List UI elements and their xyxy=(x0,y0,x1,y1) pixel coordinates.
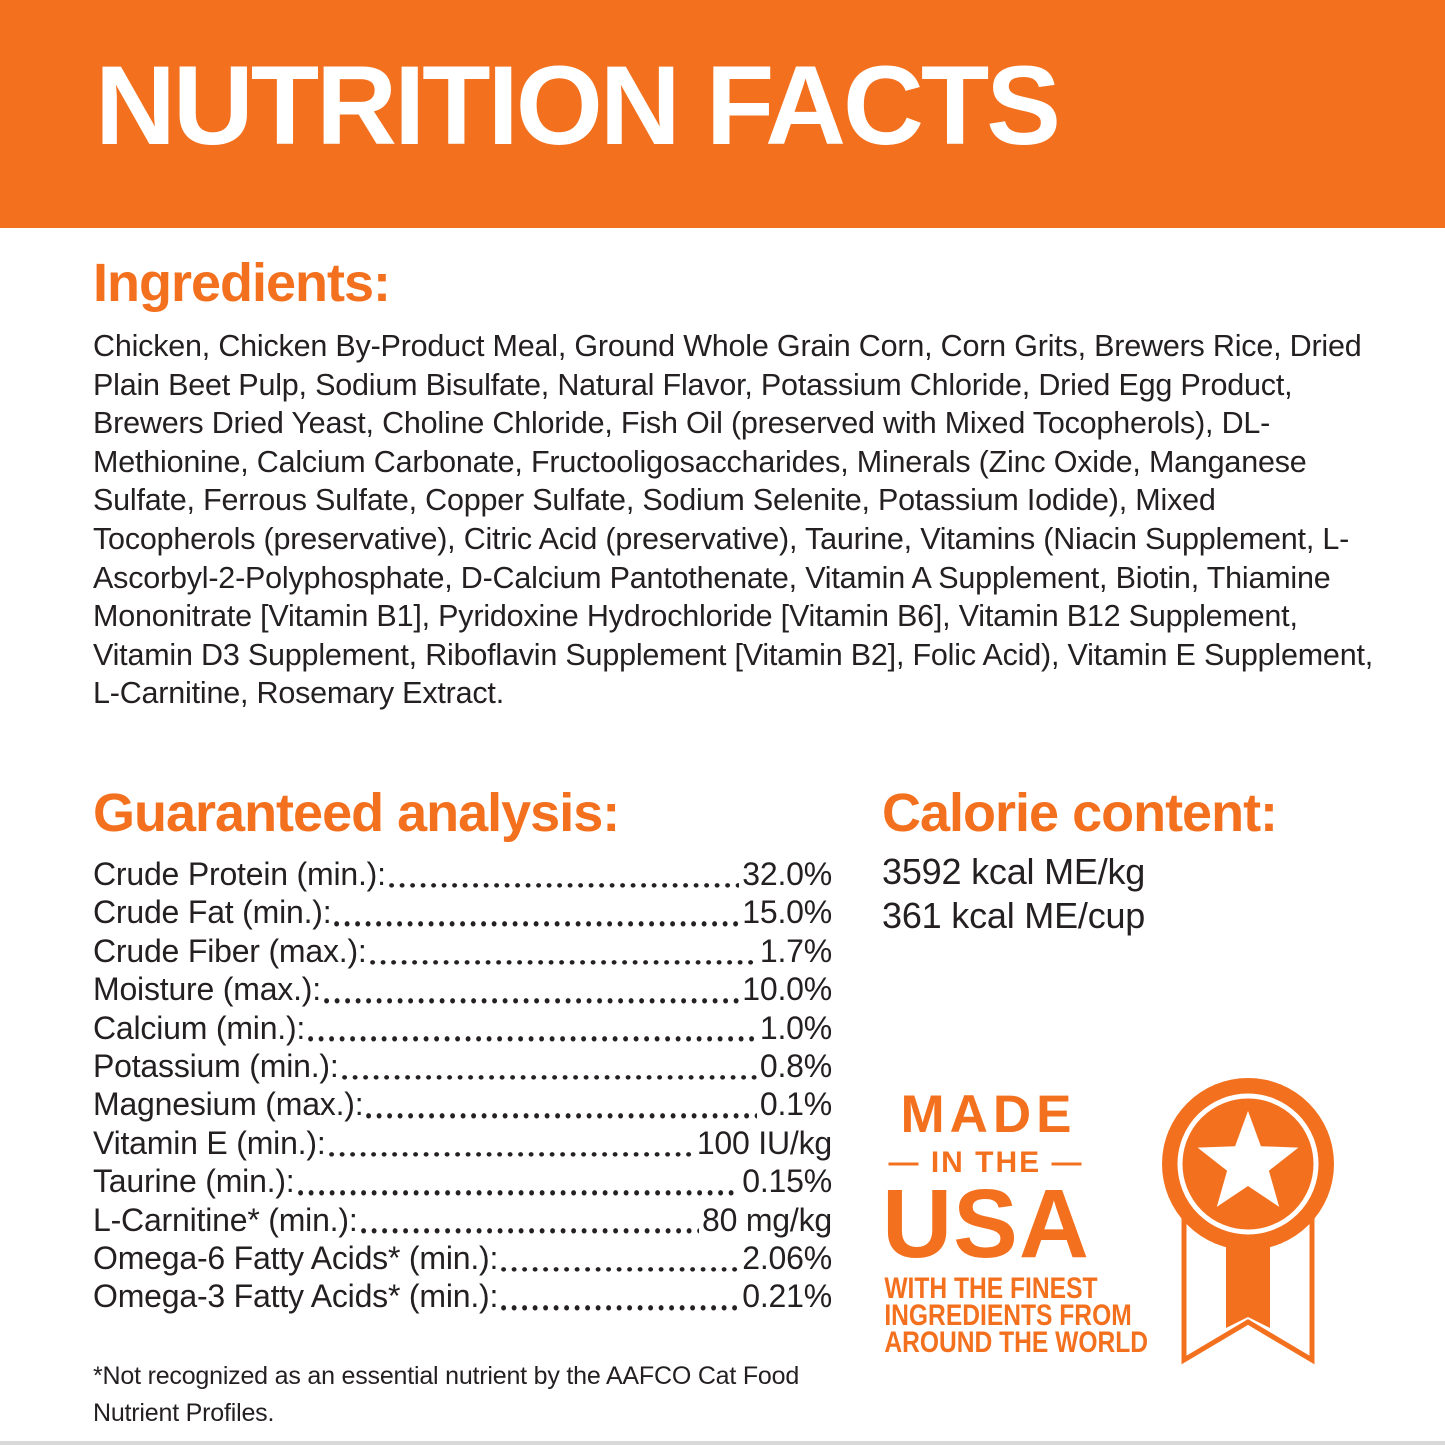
analysis-row: Omega-3 Fatty Acids* (min.): 0.21% xyxy=(93,1278,832,1316)
analysis-row: L-Carnitine* (min.): 80 mg/kg xyxy=(93,1202,832,1240)
analysis-value: 0.1% xyxy=(759,1086,832,1123)
dot-leader xyxy=(501,1302,740,1311)
analysis-value: 10.0% xyxy=(742,971,832,1008)
guaranteed-analysis-heading: Guaranteed analysis: xyxy=(93,783,620,843)
dot-leader xyxy=(308,1033,757,1042)
analysis-row: Vitamin E (min.): 100 IU/kg xyxy=(93,1125,832,1163)
analysis-value: 1.0% xyxy=(759,1009,832,1046)
dot-leader xyxy=(334,918,740,927)
page-title: NUTRITION FACTS xyxy=(95,43,1061,168)
dot-leader xyxy=(328,1149,694,1158)
analysis-label: Calcium (min.): xyxy=(93,1009,306,1046)
analysis-row: Calcium (min.): 1.0% xyxy=(93,1010,832,1048)
analysis-label: Magnesium (max.): xyxy=(93,1086,364,1123)
header-banner: NUTRITION FACTS xyxy=(0,0,1445,228)
badge-usa-line: USA xyxy=(882,1169,1090,1278)
made-in-usa-badge: MADE — IN THE — USA WITH THE FINEST INGR… xyxy=(862,1085,1149,1359)
analysis-label: Vitamin E (min.): xyxy=(93,1124,326,1161)
image-bottom-edge xyxy=(0,1441,1445,1445)
analysis-value: 100 IU/kg xyxy=(696,1124,832,1161)
analysis-value: 1.7% xyxy=(759,932,832,969)
dot-leader xyxy=(501,1264,740,1273)
analysis-label: Omega-6 Fatty Acids* (min.): xyxy=(93,1239,499,1276)
calorie-cup-line: 361 kcal ME/cup xyxy=(882,895,1146,936)
ingredients-text: Chicken, Chicken By-Product Meal, Ground… xyxy=(93,329,1374,711)
analysis-label: Omega-3 Fatty Acids* (min.): xyxy=(93,1278,499,1315)
analysis-row: Moisture (max.): 10.0% xyxy=(93,971,832,1009)
dot-leader xyxy=(388,880,740,889)
analysis-label: Potassium (min.): xyxy=(93,1047,339,1084)
analysis-value: 0.21% xyxy=(742,1278,832,1315)
analysis-row: Potassium (min.): 0.8% xyxy=(93,1048,832,1086)
analysis-row: Crude Fat (min.): 15.0% xyxy=(93,894,832,932)
badge-tagline-2: INGREDIENTS FROM xyxy=(884,1299,1132,1332)
calorie-content-values: 3592 kcal ME/kg 361 kcal ME/cup xyxy=(882,850,1145,938)
dot-leader xyxy=(323,995,740,1004)
analysis-value: 2.06% xyxy=(742,1239,832,1276)
analysis-value: 32.0% xyxy=(742,856,832,892)
badge-in-the-line: — IN THE — xyxy=(888,1146,1084,1179)
dot-leader xyxy=(297,1187,740,1196)
calorie-content-heading: Calorie content: xyxy=(882,783,1278,843)
badge-tagline-3: AROUND THE WORLD xyxy=(884,1326,1149,1359)
calorie-kg-line: 3592 kcal ME/kg xyxy=(882,851,1146,892)
analysis-label: Moisture (max.): xyxy=(93,971,321,1008)
badge-made-line: MADE xyxy=(900,1085,1077,1144)
badge-tagline-1: WITH THE FINEST xyxy=(884,1272,1098,1305)
analysis-value: 15.0% xyxy=(742,894,832,931)
dot-leader xyxy=(341,1072,757,1081)
aafco-footnote: *Not recognized as an essential nutrient… xyxy=(93,1362,800,1427)
analysis-value: 80 mg/kg xyxy=(701,1201,832,1238)
analysis-row: Crude Fiber (max.): 1.7% xyxy=(93,933,832,971)
guaranteed-analysis-table: Crude Protein (min.): 32.0% Crude Fat (m… xyxy=(93,856,832,1317)
analysis-label: L-Carnitine* (min.): xyxy=(93,1201,358,1238)
analysis-label: Crude Fat (min.): xyxy=(93,894,332,931)
award-ribbon-star-icon xyxy=(1162,1078,1334,1365)
analysis-label: Crude Protein (min.): xyxy=(93,856,386,892)
analysis-label: Crude Fiber (max.): xyxy=(93,932,367,969)
ingredients-heading: Ingredients: xyxy=(93,253,391,313)
analysis-value: 0.15% xyxy=(742,1163,832,1200)
analysis-row: Magnesium (max.): 0.1% xyxy=(93,1086,832,1124)
analysis-row: Taurine (min.): 0.15% xyxy=(93,1163,832,1201)
analysis-value: 0.8% xyxy=(759,1047,832,1084)
dot-leader xyxy=(369,957,757,966)
analysis-row: Crude Protein (min.): 32.0% xyxy=(93,856,832,894)
analysis-row: Omega-6 Fatty Acids* (min.): 2.06% xyxy=(93,1240,832,1278)
dot-leader xyxy=(360,1225,699,1234)
analysis-label: Taurine (min.): xyxy=(93,1163,295,1200)
dot-leader xyxy=(366,1110,757,1119)
